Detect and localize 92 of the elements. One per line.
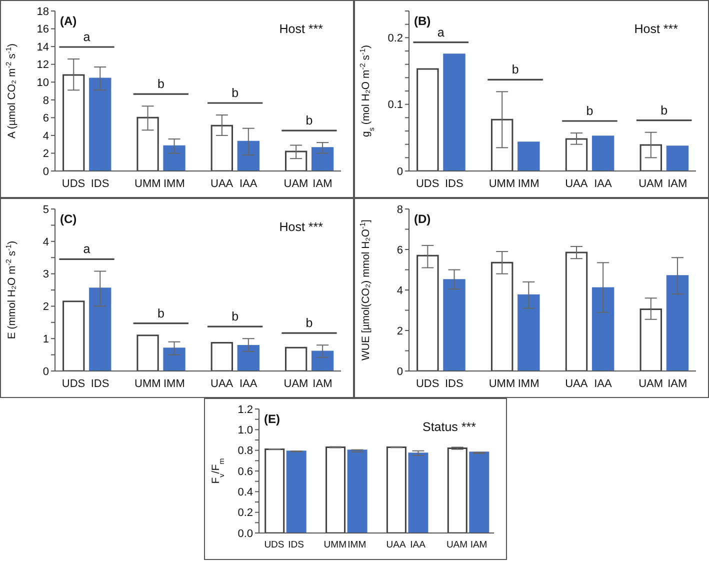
x-tick-label: UAM [638,178,664,190]
y-tick-label: 16 [36,24,49,36]
y-tick-label: 0.2 [238,507,253,520]
y-tick-label: 8 [396,204,403,216]
annotation: b [586,104,594,118]
chart-title: (A) [60,14,77,28]
annotation: Host *** [634,22,678,36]
y-tick-label: 0 [396,166,403,178]
x-tick-label: UAA [565,178,588,190]
x-tick-label: IDS [90,378,110,390]
y-tick-label: 0.0 [238,528,253,540]
x-tick-label: IAM [668,178,688,190]
x-tick-label: UAA [210,178,234,190]
annotation: b [660,103,668,118]
y-tick-label: 4 [396,284,403,297]
y-tick-label: 3 [42,268,49,281]
x-tick-label: UAM [638,378,664,390]
y-tick-label: 1.0 [238,424,253,437]
y-tick-label: 10 [36,77,49,90]
x-tick-label: UMM [134,178,161,190]
y-tick-label: 0 [396,366,403,378]
annotation: a [83,242,90,256]
annotation: b [306,114,313,128]
x-tick-label: UDS [416,178,440,190]
y-tick-label: 0 [42,166,49,178]
x-tick-label: IAM [312,178,332,190]
y-tick-label: 0 [42,366,49,378]
x-tick-label: IAA [594,178,613,190]
y-tick-label: 1.2 [238,404,253,416]
y-tick-label: 0.1 [388,99,403,112]
y-tick-label: 2 [396,325,403,338]
annotation: b [232,310,239,324]
y-tick-label: 14 [36,41,49,54]
annotation: b [157,77,164,92]
x-tick-label: UDS [264,540,284,551]
x-tick-label: UAA [565,378,588,390]
x-tick-label: UAA [386,540,407,551]
y-tick-label: 6 [396,244,403,256]
x-tick-label: UAA [210,378,234,390]
annotation: Host *** [279,220,324,234]
annotation: b [512,62,519,77]
x-tick-label: IDS [445,378,464,390]
annotation: b [306,316,313,330]
y-tick-label: 2 [42,301,49,314]
y-tick-label: 5 [42,204,49,216]
x-tick-label: UMM [488,378,516,390]
x-tick-label: UAM [284,178,308,190]
x-tick-label: IAA [239,378,258,390]
y-tick-label: 8 [42,94,49,107]
y-tick-label: 1 [42,334,49,346]
y-tick-label: 12 [36,59,49,72]
x-tick-label: IAA [410,540,426,551]
x-tick-label: IMM [348,540,366,551]
x-tick-label: UAM [284,378,308,390]
x-tick-label: IMM [518,378,540,390]
y-tick-label: 0.2 [388,32,403,45]
chart-title: (C) [60,212,77,226]
chart-title: (E) [264,412,280,426]
x-tick-label: IDS [90,178,110,190]
annotation: Host *** [279,22,324,36]
annotation: b [232,86,239,100]
y-tick-label: 4 [42,130,49,142]
y-tick-label: 0.4 [238,486,253,499]
x-tick-label: UDS [62,378,86,390]
chart-title: (B) [414,14,431,28]
x-tick-label: IAM [470,540,488,551]
x-tick-label: IAM [668,378,688,390]
x-tick-label: UAM [446,540,468,551]
annotation: b [157,306,164,320]
annotation: a [437,25,444,40]
y-tick-label: 0.8 [238,445,253,458]
x-tick-label: UMM [488,178,516,190]
x-tick-label: IDS [288,540,304,551]
x-tick-label: IMM [163,178,185,190]
annotation: Status *** [422,420,476,434]
y-tick-label: 6 [42,112,49,125]
annotation: a [83,30,90,44]
x-tick-label: UDS [416,378,440,390]
x-tick-label: IAM [312,378,332,390]
x-tick-label: UDS [62,178,86,190]
y-tick-label: 18 [36,6,49,18]
x-tick-label: UMM [134,378,161,390]
chart-title: (D) [414,212,431,226]
x-tick-label: IAA [594,378,613,390]
x-tick-label: IAA [239,178,258,190]
x-tick-label: IDS [445,178,464,190]
x-tick-label: IMM [163,378,185,390]
x-tick-label: UMM [324,540,347,551]
y-tick-label: 4 [42,236,49,248]
y-tick-label: 0.6 [238,466,253,478]
x-tick-label: IMM [518,178,540,190]
y-tick-label: 2 [42,148,49,160]
